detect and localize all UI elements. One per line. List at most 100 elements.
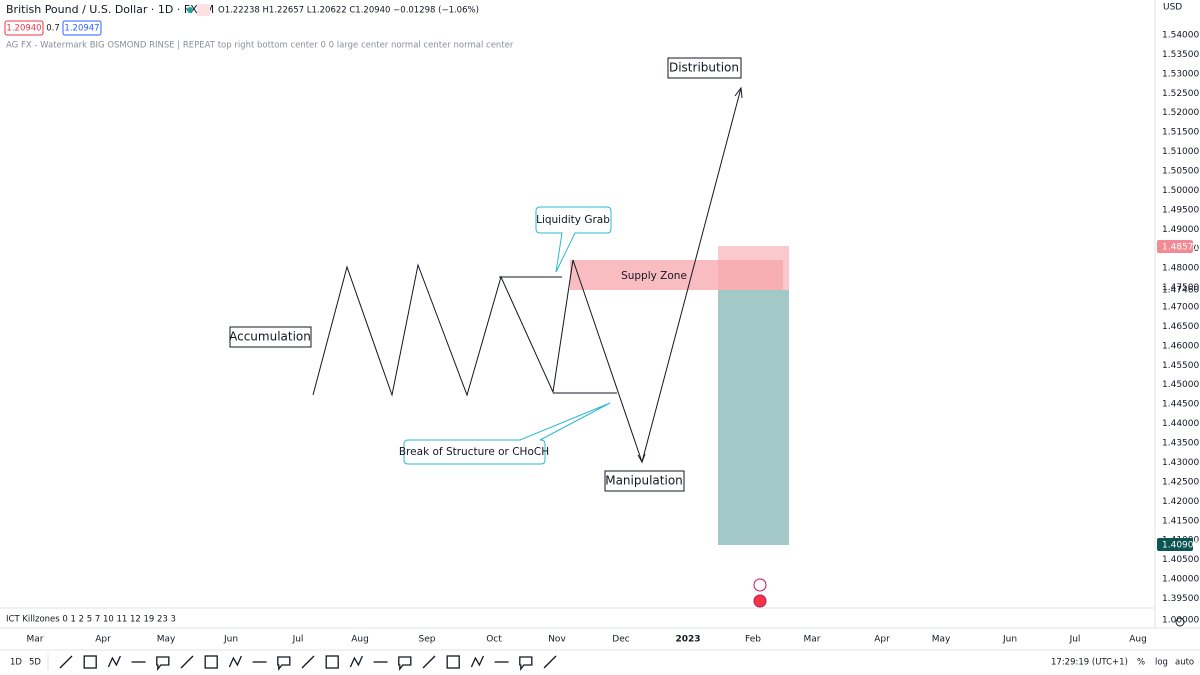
- time-tick: Aug: [1129, 635, 1147, 645]
- time-tick: Mar: [804, 635, 821, 645]
- ohlc: O1.22238 H1.22657 L1.20622 C1.20940 −0.0…: [218, 6, 479, 16]
- log-button[interactable]: log: [1155, 658, 1168, 668]
- price-tick: 1.45500: [1162, 361, 1199, 371]
- arrow-head: [734, 86, 743, 99]
- time-tick: Dec: [612, 635, 629, 645]
- price-tick: 1.00000: [1162, 616, 1199, 626]
- clock[interactable]: 17:29:19 (UTC+1): [1051, 658, 1128, 668]
- supply-zone-rect[interactable]: [570, 260, 783, 290]
- liquidity-grab-label: Liquidity Grab: [536, 214, 610, 226]
- tool-icon[interactable]: [519, 656, 533, 671]
- tool-icon[interactable]: [277, 656, 291, 671]
- arrow-head: [637, 453, 646, 464]
- price-tick: 1.44500: [1162, 400, 1199, 410]
- percent-button[interactable]: %: [1137, 658, 1145, 668]
- tool-icon[interactable]: [398, 656, 412, 671]
- price-tick: 1.43500: [1162, 439, 1199, 449]
- bid: 1.20940: [6, 24, 41, 34]
- tool-icon[interactable]: [349, 655, 363, 668]
- currency[interactable]: USD: [1163, 3, 1182, 13]
- time-tick: Apr: [874, 635, 890, 645]
- price-tick: 1.51500: [1162, 128, 1199, 138]
- event-icon[interactable]: [753, 594, 767, 608]
- alert-icon: [197, 4, 210, 16]
- entry-price: 1.47460: [1162, 286, 1199, 296]
- price-tick: 1.39500: [1162, 594, 1199, 604]
- price-tick: 1.52000: [1162, 108, 1199, 118]
- price-tick: 1.40500: [1162, 555, 1199, 565]
- tool-icon[interactable]: [156, 656, 170, 671]
- target-price-box: [1157, 538, 1193, 551]
- time-tick: Feb: [745, 635, 761, 645]
- time-ticks: Mar Apr May Jun Jul Aug Sep Oct Nov Dec 2023 Feb Mar…: [27, 635, 1147, 645]
- distribution-label: Distribution: [669, 61, 739, 75]
- price-tick: 1.53500: [1162, 50, 1199, 60]
- tool-icon[interactable]: [204, 655, 218, 669]
- manipulation-box[interactable]: [604, 470, 685, 492]
- time-tick: Nov: [548, 635, 566, 645]
- target-price: 1.40906: [1162, 541, 1199, 551]
- bottom-indicator[interactable]: ICT Killzones 0 1 2 5 7 10 11 12 19 23 3: [6, 615, 176, 625]
- manipulation-label: Manipulation: [605, 474, 683, 488]
- price-path[interactable]: [312, 87, 742, 464]
- tool-icon[interactable]: [422, 655, 436, 669]
- liquidity-grab-callout[interactable]: [535, 206, 612, 273]
- tool-icon[interactable]: [180, 655, 194, 669]
- tool-icon[interactable]: [59, 655, 73, 669]
- price-tick: 1.49000: [1162, 225, 1199, 235]
- stop-price-box: [1157, 240, 1193, 253]
- time-tick: Oct: [486, 635, 502, 645]
- interval-button[interactable]: 5D: [29, 658, 41, 668]
- accumulation-label: Accumulation: [229, 330, 311, 344]
- symbol-title[interactable]: British Pound / U.S. Dollar · 1D · FXCM: [6, 3, 214, 16]
- drawing-tools: [59, 655, 557, 671]
- time-tick: 2023: [675, 635, 700, 645]
- price-tick: 1.48000: [1162, 264, 1199, 274]
- price-tick: 1.46500: [1162, 322, 1199, 332]
- tool-icon[interactable]: [83, 655, 97, 669]
- tool-icon[interactable]: [543, 655, 557, 669]
- price-tick: 1.46000: [1162, 341, 1199, 351]
- bos-callout[interactable]: [403, 402, 611, 465]
- price-tick: 1.54000: [1162, 31, 1199, 41]
- price-tick: 1.49500: [1162, 205, 1199, 215]
- indicator-label[interactable]: AG FX - Watermark BIG OSMOND RINSE | REP…: [6, 41, 514, 51]
- time-tick: Apr: [95, 635, 111, 645]
- settings-icon[interactable]: [1175, 617, 1185, 627]
- distribution-box[interactable]: [667, 57, 742, 79]
- time-tick: May: [157, 635, 176, 645]
- price-tick: 1.50500: [1162, 167, 1199, 177]
- spread: 0.7: [46, 24, 60, 34]
- accumulation-box[interactable]: [229, 326, 312, 348]
- tool-icon[interactable]: [228, 655, 242, 668]
- price-tick: 1.52500: [1162, 89, 1199, 99]
- price-tick: 1.44000: [1162, 419, 1199, 429]
- tool-icon[interactable]: [107, 655, 121, 668]
- time-tick: Sep: [419, 635, 436, 645]
- price-tick: 1.43000: [1162, 458, 1199, 468]
- supply-zone-label: Supply Zone: [621, 270, 687, 282]
- event-icon[interactable]: [753, 578, 767, 592]
- ask-box[interactable]: [62, 20, 102, 36]
- price-tick: 1.47500: [1162, 283, 1199, 293]
- time-tick: May: [932, 635, 951, 645]
- price-tick: 1.47000: [1162, 303, 1199, 313]
- time-tick: Jul: [292, 635, 304, 645]
- price-tick: 1.50000: [1162, 186, 1199, 196]
- auto-button[interactable]: auto: [1175, 658, 1194, 668]
- time-tick: Jun: [223, 635, 238, 645]
- interval-button[interactable]: 1D: [10, 658, 22, 668]
- price-tick: 1.53000: [1162, 69, 1199, 79]
- tool-icon[interactable]: [470, 655, 484, 668]
- time-tick: Jun: [1002, 635, 1017, 645]
- tool-icon[interactable]: [446, 655, 460, 669]
- tool-icon[interactable]: [301, 655, 315, 669]
- tool-icon[interactable]: [325, 655, 339, 669]
- ask: 1.20947: [64, 24, 99, 34]
- bos-label: Break of Structure or CHoCH: [399, 446, 549, 458]
- bid-box[interactable]: [4, 20, 44, 36]
- target-zone[interactable]: [718, 290, 789, 545]
- price-tick: 1.42500: [1162, 477, 1199, 487]
- stop-price: 1.48571: [1162, 243, 1199, 253]
